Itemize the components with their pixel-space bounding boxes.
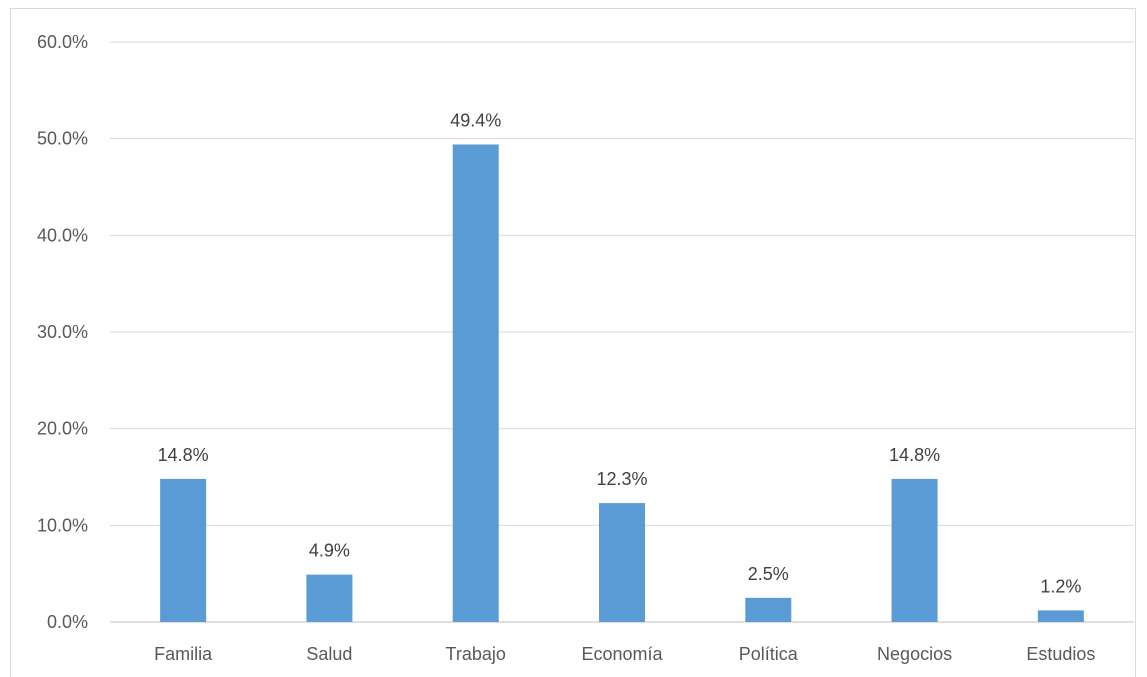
bar bbox=[306, 574, 353, 622]
x-tick-label: Trabajo bbox=[446, 644, 506, 664]
bar bbox=[1037, 610, 1084, 622]
data-label: 1.2% bbox=[1040, 576, 1081, 596]
y-tick-label: 40.0% bbox=[37, 225, 88, 245]
data-label: 14.8% bbox=[889, 445, 940, 465]
bar bbox=[160, 478, 207, 622]
y-tick-label: 10.0% bbox=[37, 515, 88, 535]
data-label: 14.8% bbox=[158, 445, 209, 465]
data-label: 12.3% bbox=[596, 469, 647, 489]
bar bbox=[745, 597, 792, 622]
x-tick-label: Economía bbox=[581, 644, 663, 664]
data-label: 49.4% bbox=[450, 110, 501, 130]
y-tick-label: 20.0% bbox=[37, 419, 88, 439]
x-tick-label: Salud bbox=[306, 644, 352, 664]
y-tick-label: 50.0% bbox=[37, 129, 88, 149]
data-label: 2.5% bbox=[748, 564, 789, 584]
data-label: 4.9% bbox=[309, 541, 350, 561]
x-tick-label: Política bbox=[739, 644, 799, 664]
y-tick-label: 30.0% bbox=[37, 322, 88, 342]
bar bbox=[891, 478, 938, 622]
x-tick-label: Estudios bbox=[1026, 644, 1095, 664]
x-tick-label: Negocios bbox=[877, 644, 952, 664]
y-tick-label: 0.0% bbox=[47, 612, 88, 632]
bar bbox=[452, 144, 499, 622]
x-tick-label: Familia bbox=[154, 644, 213, 664]
y-tick-label: 60.0% bbox=[37, 32, 88, 52]
bar bbox=[599, 503, 645, 622]
